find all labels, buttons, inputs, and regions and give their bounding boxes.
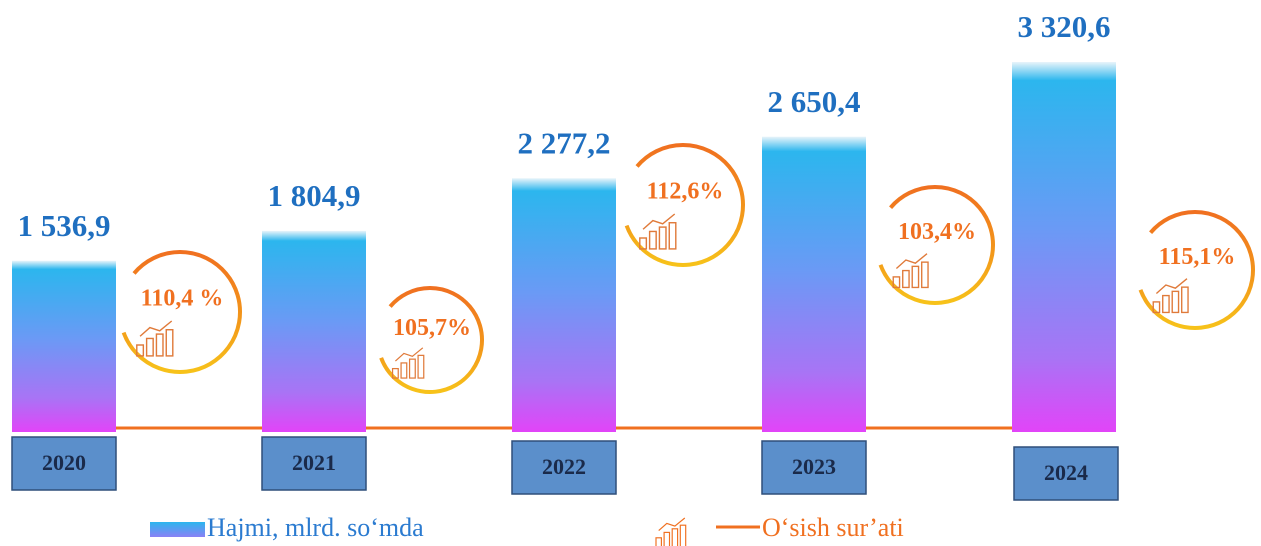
icon-bar <box>1181 286 1189 314</box>
icon-line <box>642 213 676 230</box>
legend-swatch <box>150 522 205 537</box>
category-box <box>511 440 617 495</box>
growth-arc <box>379 286 484 394</box>
chart-icon <box>639 213 677 250</box>
bar <box>12 260 116 432</box>
icon-bar <box>155 333 164 357</box>
growth-label: 105,7% <box>393 315 471 341</box>
value-label: 2 277,2 <box>518 125 611 160</box>
icon-bar <box>671 528 679 546</box>
icon-bar <box>663 531 671 546</box>
icon-bar <box>1152 301 1161 314</box>
x-tick-label: 2024 <box>1044 460 1088 485</box>
growth-arc <box>624 143 745 267</box>
x-tick-label: 2023 <box>792 454 836 479</box>
icon-bar <box>1162 294 1170 314</box>
icon-bar <box>408 358 416 379</box>
icon-bar <box>902 269 910 289</box>
chart-icon <box>655 517 687 546</box>
icon-bar <box>648 230 657 250</box>
bar <box>512 178 616 432</box>
icon-bar <box>165 329 174 357</box>
growth-arc <box>1138 210 1255 330</box>
growth-label: 112,6% <box>647 179 724 205</box>
category-box <box>761 440 867 495</box>
growth-arc <box>878 185 995 305</box>
icon-bar <box>391 367 399 379</box>
icon-bar <box>921 261 929 289</box>
icon-line <box>658 517 686 532</box>
value-label: 1 804,9 <box>268 178 361 213</box>
chart-icon <box>391 347 425 379</box>
icon-bar <box>911 265 920 289</box>
icon-line <box>895 253 928 269</box>
growth-label: 115,1% <box>1159 244 1236 270</box>
icon-bar <box>639 237 648 250</box>
growth-label: 110,4 % <box>141 286 224 312</box>
x-tick-label: 2020 <box>42 450 86 475</box>
bar <box>262 230 366 432</box>
x-tick-label: 2022 <box>542 454 586 479</box>
bar <box>762 136 866 432</box>
category-box <box>261 436 367 491</box>
icon-bar <box>679 524 687 546</box>
category-box <box>1013 446 1119 501</box>
icon-bar <box>668 222 677 250</box>
value-label: 2 650,4 <box>768 84 861 119</box>
x-tick-label: 2021 <box>292 450 336 475</box>
icon-line <box>394 347 424 362</box>
icon-bar <box>145 337 154 357</box>
icon-bar <box>1171 290 1180 314</box>
chart-icon <box>1152 278 1189 314</box>
icon-line <box>139 320 173 337</box>
category-box <box>11 436 117 491</box>
chart-icon <box>136 320 174 357</box>
bar <box>1012 62 1116 432</box>
value-label: 3 320,6 <box>1018 9 1111 44</box>
icon-bar <box>417 354 425 379</box>
value-label: 1 536,9 <box>18 208 111 243</box>
icon-bar <box>658 226 667 250</box>
growth-label: 103,4% <box>898 219 976 245</box>
growth-arc <box>121 250 242 374</box>
icon-bar <box>655 537 662 546</box>
legend-label: O‘sish sur’ati <box>762 513 904 542</box>
legend-label: Hajmi, mlrd. so‘mda <box>207 513 424 542</box>
icon-bar <box>892 276 901 289</box>
icon-bar <box>400 362 408 379</box>
chart-icon <box>892 253 929 289</box>
icon-line <box>1155 278 1188 294</box>
icon-bar <box>136 344 145 357</box>
